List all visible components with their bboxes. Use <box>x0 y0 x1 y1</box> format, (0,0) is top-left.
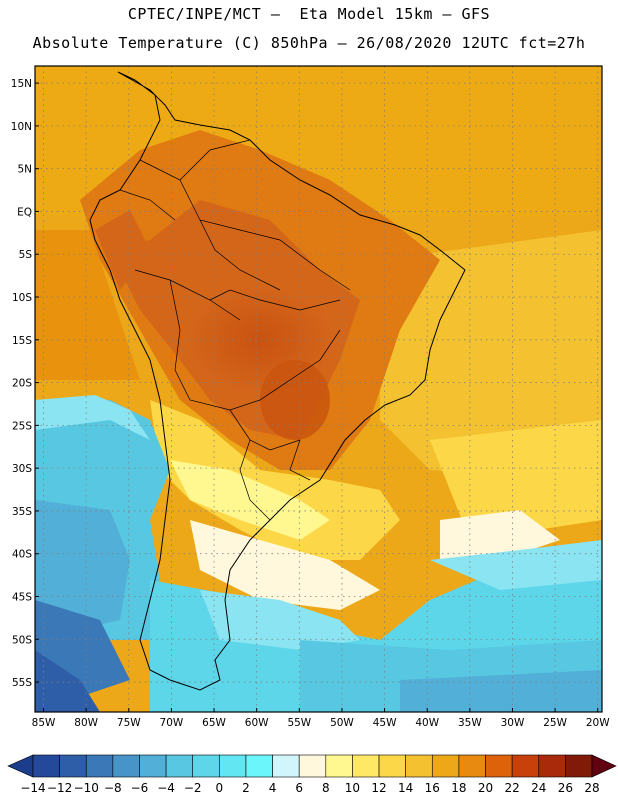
colorbar-swatch <box>538 754 566 778</box>
colorbar-label: 12 <box>371 781 386 795</box>
lon-tick-label: 30W <box>501 717 525 729</box>
lat-tick-label: 20S <box>12 378 32 390</box>
colorbar-label: −6 <box>131 781 149 795</box>
map-frame <box>34 65 603 713</box>
colorbar-label: 6 <box>295 781 303 795</box>
colorbar-label: 18 <box>451 781 466 795</box>
colorbar-swatch <box>378 754 406 778</box>
lon-tick-label: 75W <box>117 717 141 729</box>
lon-tick-label: 55W <box>287 717 311 729</box>
colorbar-label: 16 <box>425 781 440 795</box>
lat-tick-label: 5N <box>17 164 32 176</box>
lat-tick-label: 30S <box>12 463 32 475</box>
colorbar-label: −10 <box>74 781 99 795</box>
colorbar-label: −2 <box>184 781 202 795</box>
lon-tick-label: 50W <box>330 717 354 729</box>
colorbar-swatch <box>139 754 167 778</box>
lat-tick-label: 35S <box>12 506 32 518</box>
chart-title: CPTEC/INPE/MCT – Eta Model 15km – GFS <box>127 5 491 23</box>
colorbar-swatch <box>485 754 513 778</box>
colorbar-swatch <box>511 754 540 778</box>
colorbar-swatch <box>458 754 486 778</box>
lat-tick-label: EQ <box>17 206 32 218</box>
colorbar-label: 0 <box>216 781 224 795</box>
lat-tick-label: 45S <box>12 591 32 603</box>
lat-tick-label: 25S <box>12 420 32 432</box>
colorbar-label: 28 <box>584 781 599 795</box>
colorbar-label: 2 <box>242 781 250 795</box>
colorbar-swatch <box>405 754 433 778</box>
colorbar-label: −8 <box>104 781 122 795</box>
colorbar-swatch <box>85 754 114 778</box>
colorbar-swatch <box>165 754 194 778</box>
longitude-axis: 85W 80W 75W 70W 65W 60W 55W 50W 45W 40W 35W 30W 25W 2… <box>32 708 610 729</box>
chart-subtitle: Absolute Temperature (C) 850hPa – 26/08/… <box>32 34 586 52</box>
colorbar-max-arrow <box>591 754 617 778</box>
colorbar-swatch <box>59 754 87 778</box>
colorbar-label: 4 <box>269 781 277 795</box>
colorbar-swatch <box>565 754 593 778</box>
lat-tick-label: 15S <box>12 335 32 347</box>
colorbar <box>7 754 617 778</box>
lat-tick-label: 50S <box>12 634 32 646</box>
latitude-axis: 15N 10N 5N EQ 5S 10S 15S 20S 25S 30S 35S 40S 45S 50S 5… <box>11 78 39 689</box>
colorbar-swatch <box>32 754 60 778</box>
colorbar-swatch <box>112 754 140 778</box>
lon-tick-label: 35W <box>458 717 482 729</box>
lat-tick-label: 15N <box>11 78 32 90</box>
lon-tick-label: 20W <box>586 717 610 729</box>
colorbar-labels: −14 −12 −10 −8 −6 −4 −2 0 2 4 6 8 10 12 14 16 18 20 22 24 26… <box>20 781 599 795</box>
colorbar-label: −4 <box>157 781 175 795</box>
colorbar-swatch <box>325 754 353 778</box>
lat-tick-label: 5S <box>19 249 33 261</box>
colorbar-label: 22 <box>505 781 520 795</box>
lon-tick-label: 25W <box>543 717 567 729</box>
colorbar-swatch <box>298 754 327 778</box>
colorbar-label: 24 <box>531 781 546 795</box>
colorbar-label: 10 <box>345 781 360 795</box>
country-borders <box>119 139 351 521</box>
lon-tick-label: 80W <box>74 717 98 729</box>
colorbar-swatch <box>219 754 247 778</box>
colorbar-swatch <box>431 754 460 778</box>
lon-tick-label: 60W <box>245 717 269 729</box>
colorbar-label: 26 <box>558 781 573 795</box>
lat-tick-label: 10S <box>12 292 32 304</box>
colorbar-label: 14 <box>398 781 413 795</box>
lon-tick-label: 45W <box>373 717 397 729</box>
colorbar-swatch <box>192 754 220 778</box>
colorbar-swatch <box>352 754 380 778</box>
colorbar-label: −14 <box>20 781 45 795</box>
colorbar-label: 8 <box>322 781 330 795</box>
colorbar-label: −12 <box>47 781 72 795</box>
gridlines <box>35 66 602 712</box>
lat-tick-label: 10N <box>11 121 32 133</box>
lon-tick-label: 65W <box>202 717 226 729</box>
lat-tick-label: 55S <box>12 677 32 689</box>
colorbar-swatch <box>245 754 273 778</box>
lon-tick-label: 85W <box>32 717 56 729</box>
coastline <box>89 71 466 691</box>
colorbar-min-arrow <box>7 754 34 778</box>
lon-tick-label: 70W <box>160 717 184 729</box>
lon-tick-label: 40W <box>415 717 439 729</box>
colorbar-label: 20 <box>478 781 493 795</box>
lat-tick-label: 40S <box>12 549 32 561</box>
colorbar-swatch <box>272 754 300 778</box>
temperature-field <box>35 66 602 712</box>
